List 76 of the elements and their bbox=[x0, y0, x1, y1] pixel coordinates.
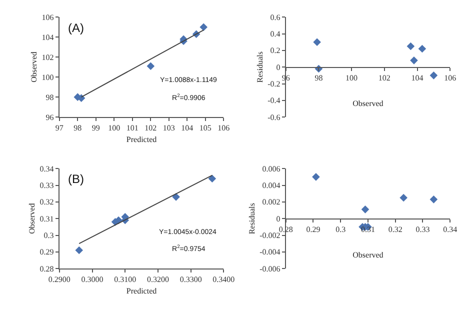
x-tick-label: 106 bbox=[444, 74, 456, 83]
x-tick-label: 103 bbox=[162, 124, 175, 133]
y-tick-label: -0.2 bbox=[268, 80, 280, 89]
x-tick-label: 106 bbox=[218, 124, 230, 133]
y-tick-label: 98 bbox=[46, 92, 54, 102]
y-axis-title: Observed bbox=[30, 52, 38, 82]
chart-title: (B) bbox=[68, 172, 84, 186]
point bbox=[410, 56, 418, 64]
point bbox=[430, 196, 438, 204]
x-tick-label: 0.3300 bbox=[180, 275, 202, 284]
y-tick-label: 0.32 bbox=[40, 198, 54, 207]
y-tick-label: 0 bbox=[276, 62, 280, 72]
y-tick-label: 0.29 bbox=[40, 248, 54, 257]
x-tick-label: 0.33 bbox=[416, 225, 430, 234]
x-tick-label: 0.34 bbox=[443, 225, 458, 234]
x-tick-label: 100 bbox=[346, 74, 358, 83]
x-tick-label: 0.29 bbox=[306, 225, 320, 234]
x-tick-label: 0.3100 bbox=[114, 275, 136, 284]
y-tick-label: 0.31 bbox=[40, 214, 54, 224]
x-axis-title: Observed bbox=[352, 250, 384, 260]
x-tick-label: 0.32 bbox=[388, 225, 402, 234]
x-axis-title: Predicted bbox=[126, 286, 157, 296]
y-tick-label: 0.002 bbox=[262, 198, 280, 207]
point bbox=[312, 173, 320, 181]
chart-title: (A) bbox=[68, 21, 84, 35]
y-tick-label: 0.004 bbox=[262, 181, 280, 190]
x-tick-label: 0.3000 bbox=[81, 275, 104, 284]
y-tick-label: 0.2 bbox=[270, 46, 280, 56]
y-tick-label: 0.3 bbox=[44, 231, 54, 240]
point bbox=[200, 23, 208, 31]
x-tick-label: 100 bbox=[108, 124, 120, 133]
y-tick-label: -0.6 bbox=[268, 112, 280, 122]
point bbox=[313, 38, 321, 46]
y-tick-label: 0.28 bbox=[40, 264, 54, 274]
point bbox=[208, 174, 216, 182]
x-tick-label: 98 bbox=[74, 124, 82, 133]
x-tick-label: 0.2900 bbox=[48, 275, 70, 284]
y-tick-label: 102 bbox=[42, 52, 54, 62]
y-axis-title: Residuals bbox=[255, 52, 264, 83]
point bbox=[418, 44, 426, 53]
x-tick-label: 105 bbox=[199, 124, 212, 133]
y-tick-label: 0.006 bbox=[262, 164, 280, 174]
point bbox=[430, 72, 438, 80]
x-tick-label: 104 bbox=[181, 124, 194, 133]
x-tick-label: 99 bbox=[92, 124, 100, 133]
y-tick-label: 0.33 bbox=[40, 181, 54, 190]
y-tick-label: -0.4 bbox=[268, 96, 280, 106]
y-tick-label: 0.6 bbox=[270, 12, 280, 22]
x-tick-label: 0.3 bbox=[336, 225, 346, 234]
x-tick-label: 0.3200 bbox=[146, 275, 169, 284]
y-tick-label: 106 bbox=[42, 12, 54, 22]
x-tick-label: 0.3400 bbox=[212, 275, 235, 284]
point bbox=[361, 206, 370, 214]
point bbox=[172, 193, 180, 201]
point bbox=[400, 194, 408, 202]
y-tick-label: -0.006 bbox=[260, 264, 280, 274]
x-tick-label: 101 bbox=[126, 124, 138, 133]
y-tick-label: -0.002 bbox=[260, 231, 280, 240]
x-tick-label: 98 bbox=[314, 74, 323, 83]
x-tick-label: 97 bbox=[55, 124, 64, 133]
y-tick-label: 96 bbox=[46, 112, 54, 122]
point bbox=[75, 246, 84, 254]
x-tick-label: 102 bbox=[378, 74, 390, 83]
x-axis-title: Observed bbox=[352, 98, 384, 108]
y-tick-label: 0.34 bbox=[40, 164, 54, 174]
y-tick-label: -0.004 bbox=[260, 248, 280, 257]
x-axis-title: Predicted bbox=[126, 134, 157, 144]
y-tick-label: 104 bbox=[42, 32, 54, 42]
point bbox=[406, 42, 415, 50]
y-axis-title: Residuals bbox=[247, 203, 256, 234]
y-axis-title: Observed bbox=[28, 203, 36, 234]
y-tick-label: 0.4 bbox=[270, 30, 280, 39]
x-tick-label: 104 bbox=[411, 74, 424, 83]
x-tick-label: 102 bbox=[144, 124, 157, 133]
point bbox=[146, 62, 155, 70]
y-tick-label: 0 bbox=[276, 214, 280, 224]
